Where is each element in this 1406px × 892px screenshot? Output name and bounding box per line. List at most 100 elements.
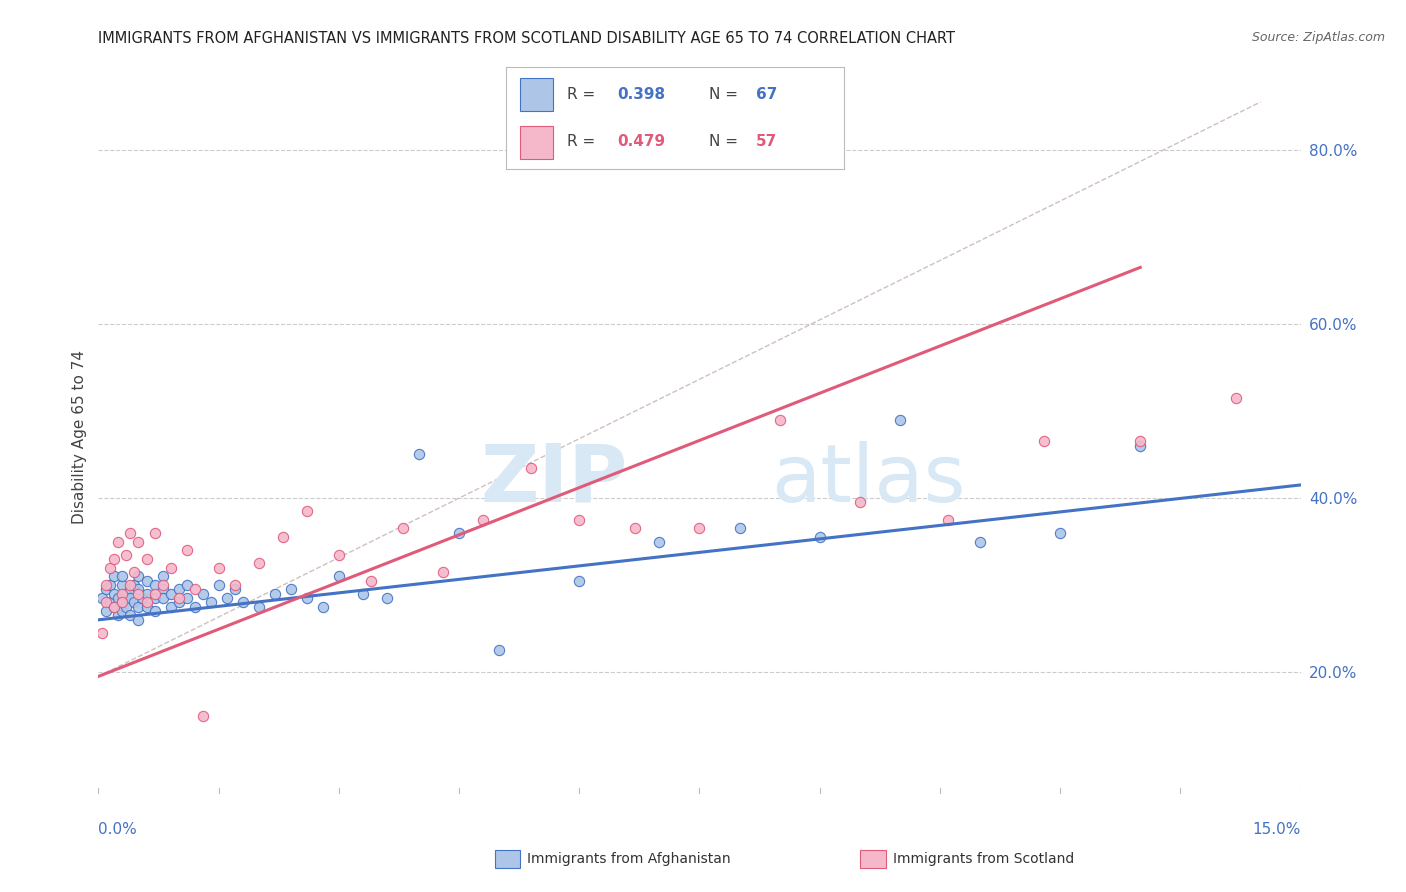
Point — [159, 587, 181, 601]
Point — [111, 595, 134, 609]
Text: 0.479: 0.479 — [617, 135, 665, 149]
Point — [111, 578, 134, 592]
Point — [111, 569, 134, 583]
Point — [135, 574, 157, 588]
Point — [408, 448, 430, 462]
Point — [183, 599, 205, 614]
Point — [769, 412, 792, 426]
Point — [143, 587, 166, 601]
Point — [200, 595, 222, 609]
Point — [472, 513, 495, 527]
Point — [247, 599, 270, 614]
FancyBboxPatch shape — [520, 78, 554, 111]
Point — [152, 569, 174, 583]
Text: 57: 57 — [756, 135, 778, 149]
Point — [135, 595, 157, 609]
Point — [159, 560, 181, 574]
Point — [432, 565, 454, 579]
Point — [124, 595, 146, 609]
Text: 0.0%: 0.0% — [98, 822, 138, 837]
Point — [247, 556, 270, 570]
Point — [128, 534, 150, 549]
Point — [128, 599, 150, 614]
Point — [360, 574, 382, 588]
Point — [889, 412, 911, 426]
Point — [295, 504, 318, 518]
Point — [191, 587, 214, 601]
Point — [96, 604, 118, 618]
Point — [224, 582, 246, 597]
Point — [115, 587, 138, 601]
Point — [120, 608, 142, 623]
Point — [124, 565, 146, 579]
Text: Immigrants from Scotland: Immigrants from Scotland — [893, 852, 1074, 866]
Text: N =: N = — [709, 135, 742, 149]
Point — [120, 578, 142, 592]
Point — [120, 582, 142, 597]
FancyBboxPatch shape — [520, 127, 554, 159]
Point — [167, 595, 190, 609]
Text: 0.398: 0.398 — [617, 87, 665, 102]
Text: IMMIGRANTS FROM AFGHANISTAN VS IMMIGRANTS FROM SCOTLAND DISABILITY AGE 65 TO 74 : IMMIGRANTS FROM AFGHANISTAN VS IMMIGRANT… — [98, 31, 956, 46]
Point — [100, 595, 122, 609]
Point — [143, 591, 166, 605]
Point — [103, 587, 125, 601]
Point — [1129, 439, 1152, 453]
Point — [152, 578, 174, 592]
Point — [1033, 434, 1056, 449]
Point — [135, 552, 157, 566]
Point — [143, 604, 166, 618]
Point — [107, 608, 129, 623]
Point — [128, 613, 150, 627]
Point — [568, 513, 591, 527]
Point — [176, 591, 198, 605]
Point — [100, 578, 122, 592]
Point — [488, 643, 510, 657]
Point — [689, 521, 711, 535]
Point — [135, 587, 157, 601]
Text: R =: R = — [567, 135, 600, 149]
Point — [115, 599, 138, 614]
Text: Immigrants from Afghanistan: Immigrants from Afghanistan — [527, 852, 731, 866]
Point — [111, 587, 134, 601]
Point — [728, 521, 751, 535]
Point — [96, 578, 118, 592]
Point — [143, 525, 166, 540]
Point — [447, 525, 470, 540]
Point — [167, 591, 190, 605]
Point — [224, 578, 246, 592]
Text: 67: 67 — [756, 87, 778, 102]
Point — [111, 604, 134, 618]
Text: atlas: atlas — [772, 441, 966, 519]
Point — [103, 599, 125, 614]
Point — [120, 525, 142, 540]
Point — [120, 591, 142, 605]
Point — [152, 582, 174, 597]
Point — [520, 460, 543, 475]
Point — [143, 578, 166, 592]
Point — [312, 599, 335, 614]
Point — [1129, 434, 1152, 449]
Point — [176, 578, 198, 592]
Point — [159, 599, 181, 614]
Point — [280, 582, 302, 597]
Point — [568, 574, 591, 588]
Point — [271, 530, 294, 544]
Point — [152, 591, 174, 605]
Point — [124, 578, 146, 592]
Point — [1330, 417, 1353, 431]
Point — [352, 587, 374, 601]
Text: N =: N = — [709, 87, 742, 102]
Point — [128, 582, 150, 597]
Point — [183, 582, 205, 597]
Point — [107, 534, 129, 549]
Point — [208, 560, 231, 574]
Point — [128, 587, 150, 601]
Point — [115, 548, 138, 562]
Point — [328, 548, 350, 562]
Point — [91, 591, 114, 605]
Point — [96, 582, 118, 597]
Point — [191, 708, 214, 723]
Point — [969, 534, 991, 549]
Point — [111, 595, 134, 609]
